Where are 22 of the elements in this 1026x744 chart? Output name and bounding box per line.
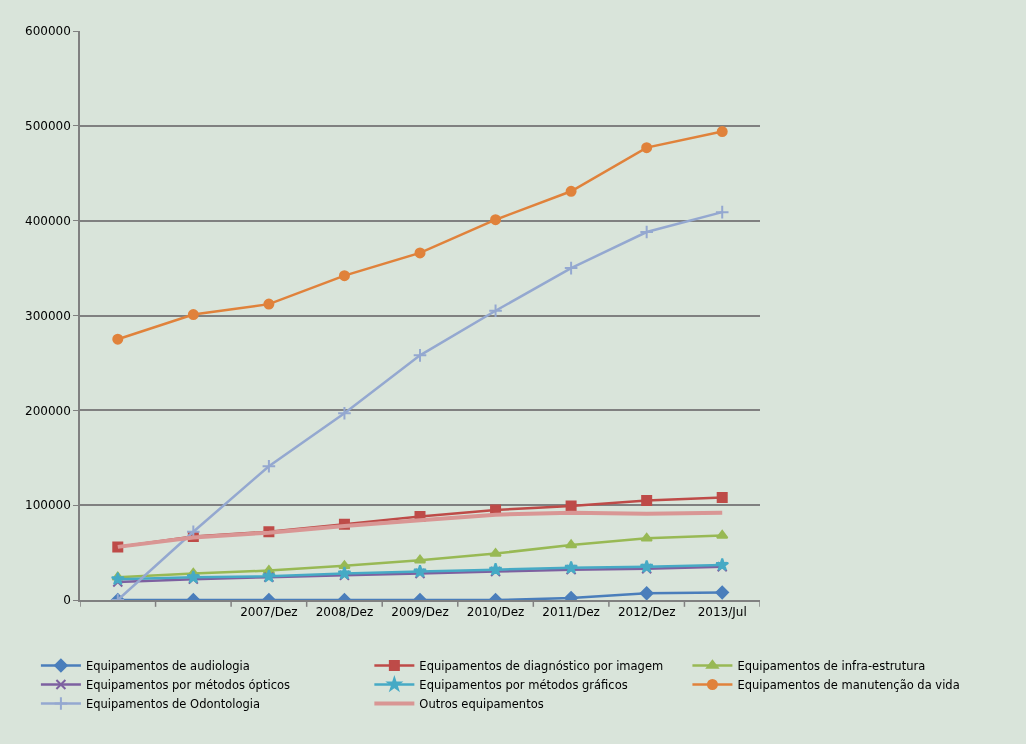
x-tick-label: 2007/Dez (240, 605, 298, 620)
legend-label: Equipamentos por métodos ópticos (85, 677, 290, 692)
y-tick-label: 200000 (25, 403, 71, 418)
x-tick-label: 2011/Dez (542, 605, 600, 620)
y-tick-label: 100000 (25, 498, 71, 513)
y-tick-label: 0 (63, 593, 71, 608)
legend-label: Equipamentos de audiologia (85, 658, 250, 673)
x-tick-label: 2010/Dez (466, 605, 525, 620)
x-tick-label: 2009/Dez (391, 605, 449, 620)
x-tick-label: 2008/Dez (315, 605, 374, 620)
legend-label: Equipamentos por métodos gráficos (419, 677, 628, 692)
y-tick-label: 300000 (25, 308, 71, 323)
y-tick-label: 400000 (25, 213, 71, 228)
legend-label: Equipamentos de infra-estrutura (737, 658, 926, 673)
legend-label: Outros equipamentos (419, 696, 544, 711)
y-tick-label: 500000 (25, 119, 71, 134)
x-tick-label: 2013/Jul (697, 605, 747, 620)
legend-label: Equipamentos de diagnóstico por imagem (419, 658, 664, 673)
y-tick-label: 600000 (25, 24, 71, 39)
legend-label: Equipamentos de Odontologia (85, 696, 261, 711)
x-tick-label: 2012/Dez (617, 605, 676, 620)
legend-label: Equipamentos de manutenção da vida (737, 677, 960, 692)
